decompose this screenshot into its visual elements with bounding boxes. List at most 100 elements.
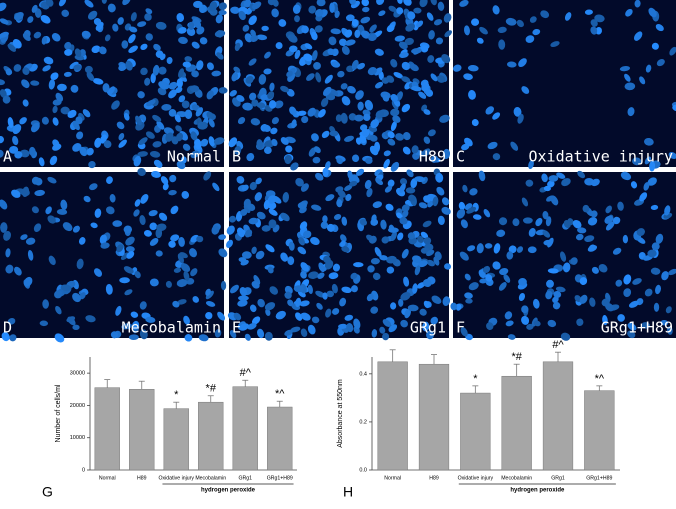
nucleus (134, 199, 141, 207)
nucleus (639, 192, 648, 202)
nucleus (324, 161, 331, 170)
nucleus (48, 79, 55, 90)
x-tick-label: Oxidative injury (458, 475, 494, 481)
nucleus (513, 107, 522, 117)
nucleus (196, 60, 204, 71)
nucleus (239, 323, 250, 331)
nucleus (300, 312, 311, 321)
nucleus (248, 58, 257, 66)
nucleus (498, 39, 506, 50)
nucleus (265, 308, 271, 316)
nucleus (254, 192, 263, 202)
nucleus (434, 251, 442, 261)
nucleus (386, 24, 395, 33)
nucleus (344, 39, 356, 46)
nucleus (441, 53, 451, 64)
nucleus (310, 236, 320, 246)
bar (267, 406, 293, 471)
nucleus (98, 46, 107, 55)
nucleus (269, 286, 279, 295)
nucleus (176, 279, 188, 288)
nucleus (411, 48, 422, 54)
nucleus (528, 227, 536, 237)
nucleus (170, 234, 180, 242)
nucleus (311, 31, 318, 41)
nucleus (620, 171, 632, 181)
nucleus (655, 24, 664, 32)
nucleus (112, 220, 123, 227)
nucleus (206, 62, 214, 71)
nucleus (307, 324, 316, 335)
nucleus (255, 250, 265, 260)
nucleus (52, 105, 58, 114)
nucleus (436, 75, 446, 83)
nucleus (23, 276, 33, 287)
panel-letter: H (343, 484, 353, 500)
nucleus (311, 50, 318, 61)
nucleus (7, 117, 14, 128)
nucleus (399, 52, 409, 59)
nucleus (287, 256, 295, 266)
nucleus (417, 235, 424, 243)
nucleus (318, 109, 326, 118)
nucleus (367, 265, 375, 273)
nucleus (401, 103, 411, 113)
nucleus (107, 3, 116, 13)
panel-label: Oxidative injury (529, 148, 674, 166)
x-tick-label: H89 (429, 475, 439, 481)
nucleus (308, 147, 316, 157)
nucleus (280, 85, 290, 93)
nucleus (322, 167, 329, 177)
nucleus (532, 28, 541, 36)
nucleus (118, 133, 125, 141)
nucleus (238, 295, 249, 301)
micrograph: C Oxidative injury (452, 0, 676, 172)
nucleus (297, 246, 307, 255)
nucleus (43, 56, 54, 65)
nucleus (45, 0, 54, 7)
nucleus (99, 234, 107, 245)
nucleus (214, 329, 222, 338)
nucleus (168, 108, 177, 117)
nucleus (264, 331, 273, 341)
nucleus (541, 173, 548, 183)
nucleus (357, 101, 364, 111)
nucleus (181, 190, 190, 199)
nucleus (390, 121, 397, 132)
nucleus (605, 221, 615, 231)
nucleus (47, 176, 57, 184)
nucleus (423, 136, 431, 144)
nucleus (562, 262, 571, 273)
nucleus (295, 297, 302, 308)
nucleus (661, 271, 669, 281)
nucleus (241, 251, 252, 259)
nucleus (540, 10, 550, 19)
nucleus (382, 332, 390, 341)
nucleus (570, 257, 578, 265)
nucleus (382, 319, 392, 327)
nucleus (405, 23, 416, 32)
nucleus (205, 290, 214, 300)
nucleus (349, 0, 357, 5)
nucleus (278, 19, 287, 27)
nucleus (589, 297, 596, 307)
nucleus (112, 23, 119, 32)
nucleus (324, 74, 333, 84)
nucleus (356, 168, 365, 176)
nucleus (30, 122, 40, 133)
nucleus (268, 219, 277, 229)
nucleus (252, 1, 262, 10)
nucleus (493, 243, 501, 254)
nucleus (347, 85, 356, 94)
nucleus (643, 137, 654, 146)
panel-label: GRg1+H89 (601, 319, 673, 337)
nucleus (329, 2, 335, 14)
nucleus (350, 272, 358, 280)
nucleus (166, 56, 173, 65)
nucleus (140, 67, 148, 76)
nucleus (564, 12, 572, 21)
significance-mark: #^ (240, 367, 252, 379)
nucleus (0, 199, 8, 210)
nucleus (268, 100, 277, 109)
nucleus (421, 81, 430, 92)
